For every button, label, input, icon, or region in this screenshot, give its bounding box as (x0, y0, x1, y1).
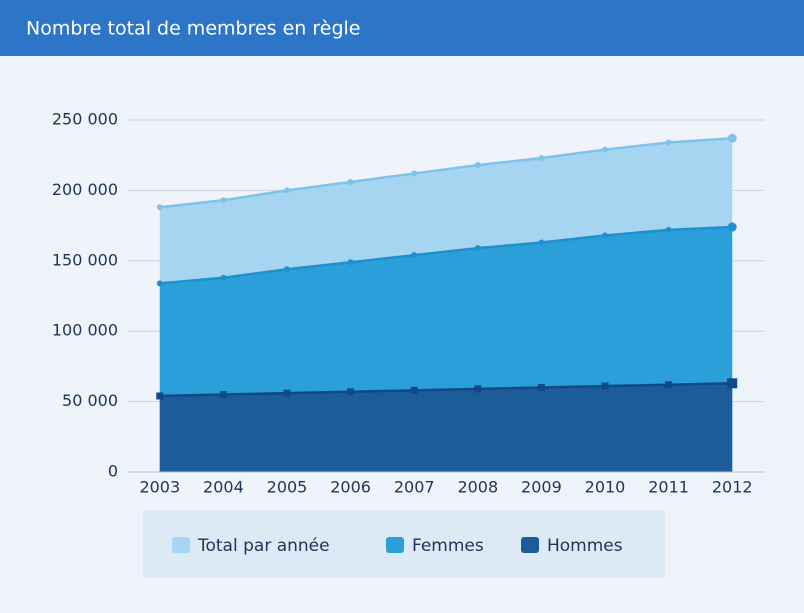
legend-label: Femmes (412, 536, 484, 556)
header (0, 0, 804, 56)
marker (474, 245, 481, 252)
x-tick-label: 2006 (330, 478, 371, 497)
line (159, 225, 733, 285)
y-tick-label: 150 000 (52, 250, 118, 269)
legend-swatch (172, 537, 190, 553)
marker (537, 384, 545, 392)
x-tick-label: 2007 (394, 478, 435, 497)
marker (284, 266, 290, 273)
marker (347, 259, 354, 266)
marker (538, 155, 545, 162)
marker (219, 391, 227, 399)
y-tick-label: 50 000 (62, 391, 118, 410)
marker (665, 226, 672, 233)
line (159, 137, 733, 209)
x-tick-label: 2012 (712, 478, 753, 497)
marker (474, 162, 481, 169)
marker (665, 381, 673, 389)
marker (156, 204, 163, 211)
marker (727, 378, 738, 389)
marker (220, 274, 227, 281)
marker (474, 385, 482, 393)
legend-label: Hommes (547, 536, 623, 556)
marker (602, 146, 608, 153)
y-tick-label: 0 (108, 462, 118, 481)
marker (156, 392, 164, 400)
area (159, 383, 733, 472)
marker (284, 187, 290, 194)
x-tick-label: 2008 (457, 478, 498, 497)
marker (220, 197, 227, 204)
line (159, 382, 733, 398)
marker (727, 222, 737, 232)
x-tick-label: 2010 (585, 478, 626, 497)
marker (665, 139, 672, 146)
y-tick-label: 200 000 (52, 180, 118, 199)
marker (602, 232, 608, 239)
legend-swatch (386, 537, 404, 553)
marker (347, 388, 355, 396)
chart-title: Nombre total de membres en règle (26, 18, 360, 40)
marker (410, 386, 418, 394)
marker (411, 252, 418, 259)
y-tick-label: 100 000 (52, 321, 118, 340)
marker (727, 133, 737, 143)
legend-swatch (521, 537, 539, 553)
x-tick-label: 2011 (648, 478, 689, 497)
x-tick-label: 2004 (203, 478, 244, 497)
y-tick-label: 250 000 (52, 110, 118, 129)
x-tick-label: 2005 (267, 478, 308, 497)
x-tick-label: 2009 (521, 478, 562, 497)
marker (156, 280, 163, 287)
legend-label: Total par année (197, 536, 330, 556)
marker (601, 382, 609, 390)
marker (283, 389, 291, 397)
marker (411, 170, 418, 177)
marker (538, 239, 545, 246)
marker (347, 178, 354, 185)
x-tick-label: 2003 (139, 478, 180, 497)
